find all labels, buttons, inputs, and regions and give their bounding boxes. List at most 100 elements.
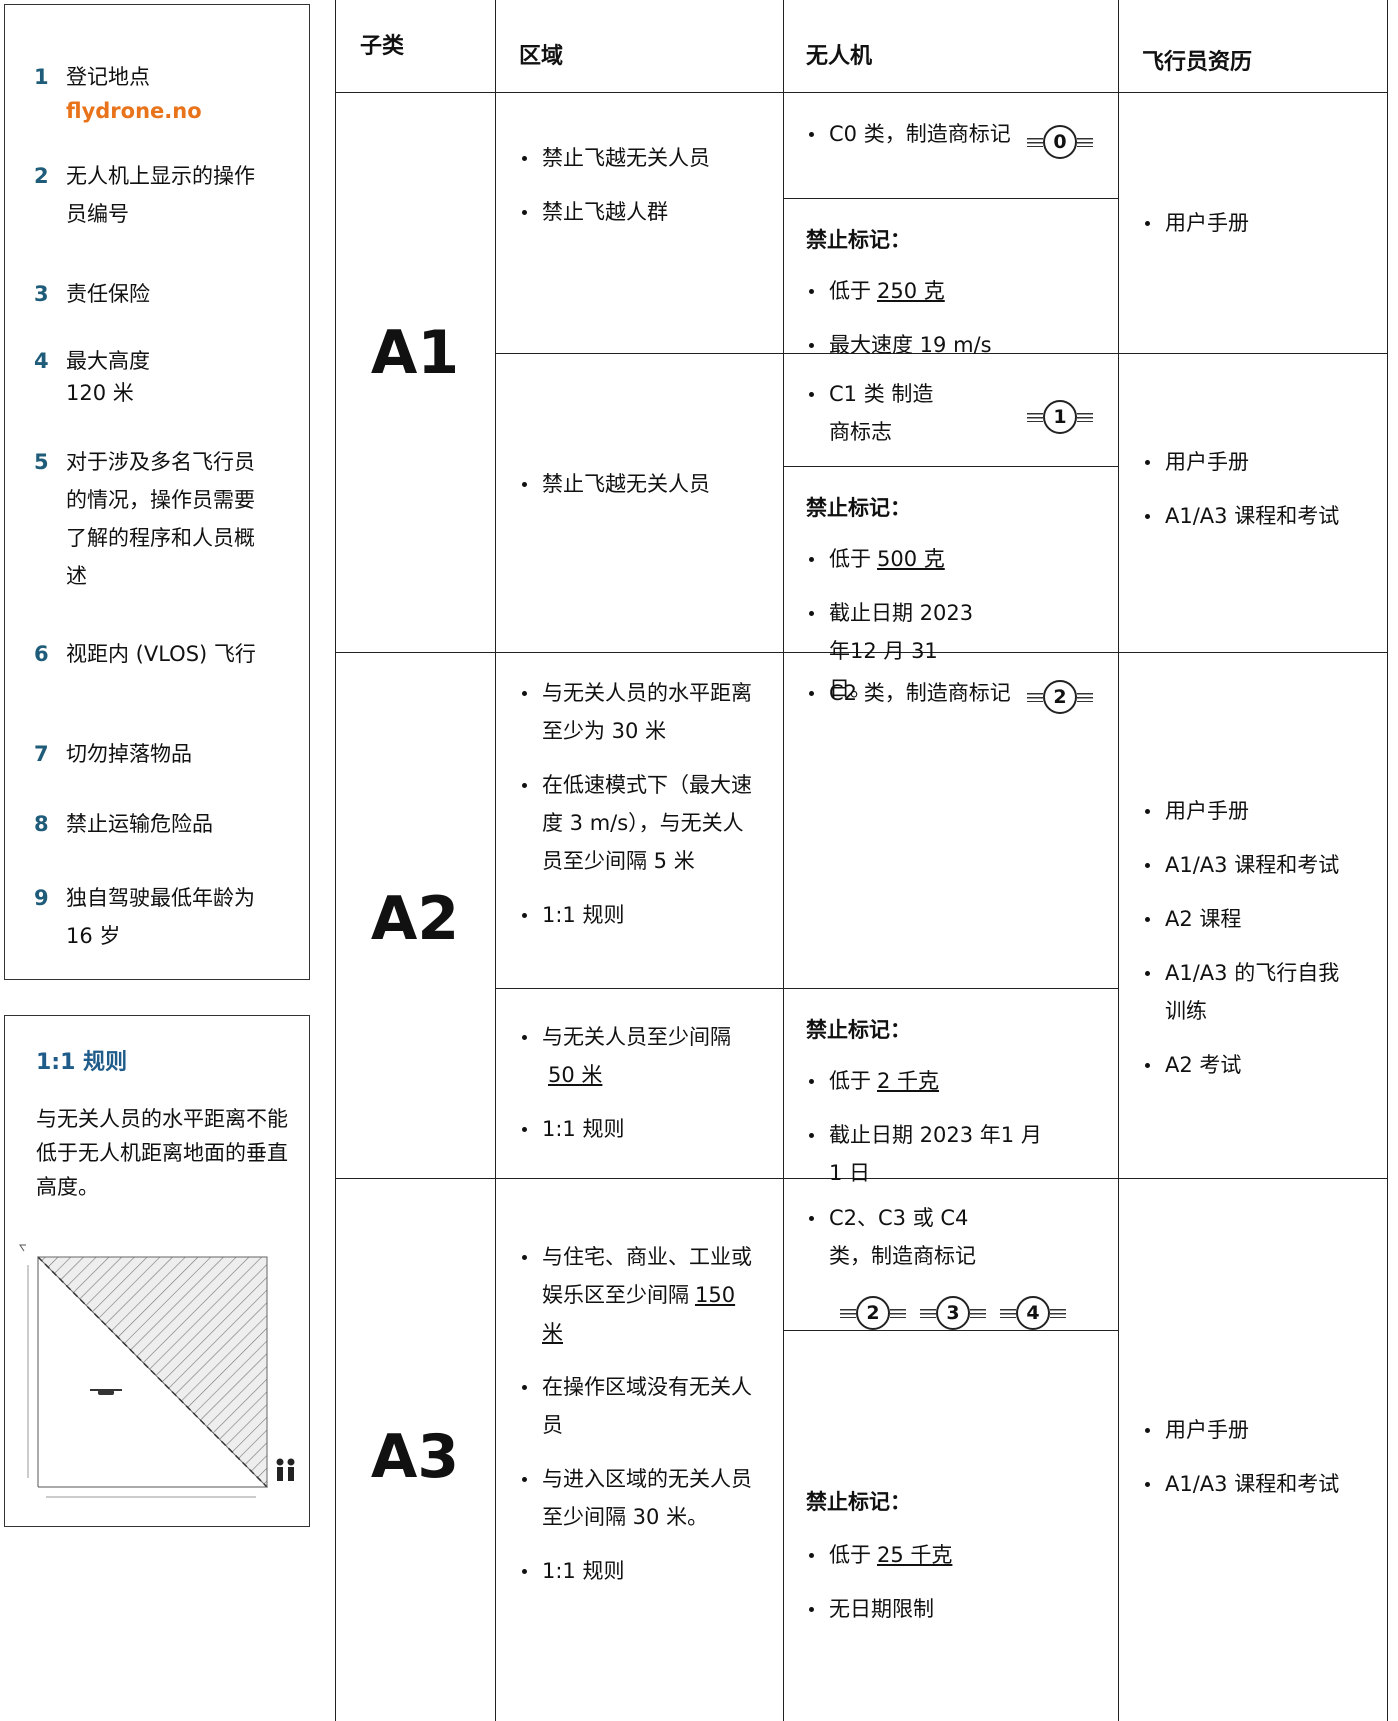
item-detail: 120 米 xyxy=(66,381,134,405)
label-heading: 禁止标记： xyxy=(806,1490,911,1514)
list-item: A1/A3 课程和考试 xyxy=(1142,497,1382,535)
item-label: 登记地点 xyxy=(66,65,150,89)
list-item: 在低速模式下（最大速度 3 m/s），与无关人员至少间隔 5 米 xyxy=(519,766,754,880)
item-text: 截止日期 2023 年12 月 31 日。 xyxy=(829,601,974,701)
subcategory: A1 xyxy=(370,318,460,388)
area-list: 与住宅、商业、工业或娱乐区至少间隔 150 米在操作区域没有无关人员与进入区域的无… xyxy=(519,1238,759,1606)
list-item: 用户手册 xyxy=(1142,1411,1382,1449)
item-underlined: 25 千克 xyxy=(877,1543,953,1567)
item-number: 3 xyxy=(34,282,49,306)
list-item: C0 类，制造商标记 xyxy=(806,115,1011,153)
drone-class: C2、C3 或 C4 类，制造商标记 xyxy=(806,1199,1011,1291)
label-items: 低于 25 千克 无日期限制 xyxy=(806,1536,1046,1644)
mark-wing xyxy=(1027,692,1043,702)
mark-wing xyxy=(920,1308,936,1318)
sidebar xyxy=(4,4,310,980)
header: 无人机 xyxy=(806,44,873,69)
class-mark: 2 xyxy=(840,1296,906,1330)
list-item: 在操作区域没有无关人员 xyxy=(519,1368,759,1444)
rule-box xyxy=(4,1015,310,1527)
item-label: 视距内 (VLOS) 飞行 xyxy=(66,642,256,666)
item-text: C2、C3 或 C4 类，制造商标记 xyxy=(829,1206,976,1268)
item-text: 与进入区域的无关人员至少间隔 30 米。 xyxy=(542,1467,752,1529)
list-item: A2 课程 xyxy=(1142,900,1352,938)
label-heading: 禁止标记： xyxy=(806,228,911,252)
pilot-list: 用户手册 xyxy=(1142,204,1382,258)
drone-class: C1 类 制造商标志 xyxy=(806,375,936,467)
item-label: 最大高度 xyxy=(66,349,150,373)
class-marks: 2 xyxy=(1027,680,1107,714)
list-item: 与住宅、商业、工业或娱乐区至少间隔 150 米 xyxy=(519,1238,759,1352)
item-number: 2 xyxy=(34,164,49,188)
item-text: 与无关人员至少间隔 xyxy=(542,1025,731,1049)
class-marks: 2 3 4 xyxy=(840,1296,1080,1330)
header: 区域 xyxy=(519,44,564,69)
item-text: 低于 xyxy=(829,1543,871,1567)
item-underlined: 500 克 xyxy=(877,547,945,571)
item-number: 1 xyxy=(34,65,49,89)
item-text: C0 类，制造商标记 xyxy=(829,122,1011,146)
mark-number: 0 xyxy=(1043,125,1077,159)
subcategory: A3 xyxy=(370,1422,460,1492)
mark-wing xyxy=(1050,1308,1066,1318)
list-item: 低于 250 克 xyxy=(806,272,1106,310)
subcategory: A2 xyxy=(370,884,460,954)
item-text: 低于 xyxy=(829,279,871,303)
drone-class: C0 类，制造商标记 xyxy=(806,115,1011,169)
item-text: 禁止飞越无关人员 xyxy=(542,146,710,170)
item-text: 1:1 规则 xyxy=(542,1559,625,1583)
label-heading: 禁止标记： xyxy=(806,1018,911,1042)
item-number: 7 xyxy=(34,742,49,766)
mark-wing xyxy=(1077,137,1093,147)
item-text: 对于涉及多名飞行员的情况，操作员需要了解的程序和人员概述 xyxy=(66,443,266,595)
table-border xyxy=(335,1178,1388,1179)
item-text: A1/A3 的飞行自我训练 xyxy=(1165,961,1340,1023)
item-underlined: 50 米 xyxy=(548,1063,603,1087)
item-text: 低于 xyxy=(829,547,871,571)
pilot-list: 用户手册 A1/A3 课程和考试 A2 课程 A1/A3 的飞行自我训练 A2 考试 xyxy=(1142,792,1352,1100)
item-text: 低于 xyxy=(829,1069,871,1093)
area-list: 与无关人员的水平距离至少为 30 米在低速模式下（最大速度 3 m/s），与无关… xyxy=(519,674,754,950)
area-list: 禁止飞越无关人员 xyxy=(519,465,769,519)
table-border xyxy=(783,198,1118,199)
class-mark: 1 xyxy=(1027,400,1093,434)
item-text: 切勿掉落物品 xyxy=(66,735,266,773)
area-list: 禁止飞越无关人员 禁止飞越人群 xyxy=(519,139,769,247)
item-text: 1:1 规则 xyxy=(542,903,625,927)
item-text: 独自驾驶最低年龄为 16 岁 xyxy=(66,879,266,955)
item-number: 6 xyxy=(34,642,49,666)
mark-wing xyxy=(1027,412,1043,422)
item-text: 用户手册 xyxy=(1165,450,1249,474)
item-text: A1/A3 课程和考试 xyxy=(1165,1472,1340,1496)
list-item: 用户手册 xyxy=(1142,443,1382,481)
mark-wing xyxy=(1077,412,1093,422)
item-text: 用户手册 xyxy=(1165,211,1249,235)
item-label: 禁止运输危险品 xyxy=(66,812,213,836)
item-text: 最大速度 19 m/s xyxy=(829,333,992,357)
item-number: 4 xyxy=(34,349,49,373)
table-border xyxy=(335,652,1388,653)
item-number: 8 xyxy=(34,812,49,836)
list-item: C1 类 制造商标志 xyxy=(806,375,936,451)
label-heading: 禁止标记： xyxy=(806,496,911,520)
list-item: 1:1 规则 xyxy=(519,1552,759,1590)
label-items: 低于 500 克截止日期 2023 年12 月 31 日。 xyxy=(806,540,986,724)
mark-wing xyxy=(970,1308,986,1318)
item-text: 无人机上显示的操作员编号 xyxy=(66,157,266,233)
table-border xyxy=(335,0,336,1721)
item-text: 禁止飞越无关人员 xyxy=(542,472,710,496)
list-item: 低于 25 千克 xyxy=(806,1536,1046,1574)
table-border xyxy=(495,0,496,1721)
rule-text: 与无关人员的水平距离不能低于无人机距离地面的垂直高度。 xyxy=(36,1107,288,1199)
item-text: 视距内 (VLOS) 飞行 xyxy=(66,635,266,673)
item-label: 切勿掉落物品 xyxy=(66,742,192,766)
item-number: 5 xyxy=(34,450,49,474)
mark-number: 1 xyxy=(1043,400,1077,434)
area-list: 与无关人员至少间隔 50 米 1:1 规则 xyxy=(519,1018,759,1164)
mark-wing xyxy=(1027,137,1043,147)
item-link: flydrone.no xyxy=(66,99,202,123)
header: 飞行员资历 xyxy=(1142,50,1253,75)
item-text: 与无关人员的水平距离至少为 30 米 xyxy=(542,681,752,743)
list-item: C2 类，制造商标记 xyxy=(806,674,1011,712)
list-item: 禁止飞越无关人员 xyxy=(519,465,769,503)
